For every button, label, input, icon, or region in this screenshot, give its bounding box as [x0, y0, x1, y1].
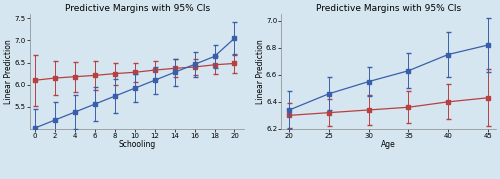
Y-axis label: Linear Prediction: Linear Prediction: [256, 39, 264, 104]
X-axis label: Schooling: Schooling: [118, 141, 156, 149]
Title: Predictive Margins with 95% CIs: Predictive Margins with 95% CIs: [316, 4, 461, 13]
Title: Predictive Margins with 95% CIs: Predictive Margins with 95% CIs: [64, 4, 210, 13]
Y-axis label: Linear Prediction: Linear Prediction: [4, 39, 13, 104]
X-axis label: Age: Age: [381, 141, 396, 149]
